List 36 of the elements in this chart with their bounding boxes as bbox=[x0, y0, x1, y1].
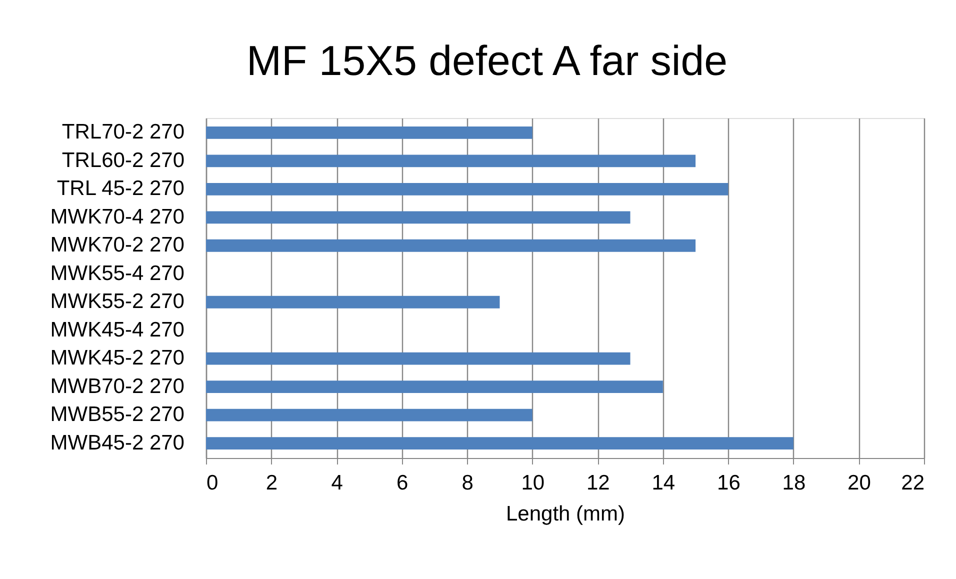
x-tick-label: 20 bbox=[848, 472, 871, 494]
bar bbox=[206, 437, 794, 450]
x-tick-label: 18 bbox=[782, 472, 806, 494]
y-tick-label: TRL 45-2 270 bbox=[56, 177, 184, 200]
x-tick-label: 16 bbox=[717, 472, 740, 494]
bar bbox=[206, 352, 630, 365]
y-tick-label: MWK55-4 270 bbox=[50, 262, 184, 285]
bar bbox=[206, 380, 663, 394]
x-tick-label: 14 bbox=[652, 472, 676, 494]
y-tick-label: MWB70-2 270 bbox=[50, 374, 184, 398]
bar bbox=[206, 239, 696, 252]
y-tick-label: MWB55-2 270 bbox=[50, 403, 184, 426]
bar bbox=[206, 408, 532, 422]
x-tick-label: 22 bbox=[901, 472, 924, 494]
y-tick-label: MWK45-2 270 bbox=[50, 346, 184, 370]
x-tick-label: 8 bbox=[462, 472, 474, 494]
x-tick-label: 12 bbox=[586, 472, 610, 494]
bar bbox=[206, 126, 532, 139]
x-tick-label: 10 bbox=[521, 472, 545, 494]
y-tick-label: MWK70-4 270 bbox=[50, 205, 184, 228]
y-tick-label: TRL60-2 270 bbox=[62, 148, 184, 172]
y-tick-label: TRL70-2 270 bbox=[62, 120, 184, 144]
y-tick-label: MWK55-2 270 bbox=[50, 290, 184, 314]
y-tick-label: MWK45-4 270 bbox=[50, 318, 184, 342]
bar bbox=[206, 296, 500, 308]
y-tick-label: MWK70-2 270 bbox=[50, 234, 184, 257]
bar bbox=[206, 154, 696, 168]
y-tick-label: MWB45-2 270 bbox=[50, 431, 184, 454]
bar bbox=[206, 182, 728, 196]
x-tick-label: 2 bbox=[266, 472, 278, 494]
x-tick-label: 6 bbox=[396, 472, 408, 494]
x-tick-label: 0 bbox=[206, 472, 218, 494]
x-tick-label: 4 bbox=[331, 472, 344, 494]
bar bbox=[206, 211, 630, 224]
x-axis-title: Length (mm) bbox=[506, 502, 626, 526]
chart-title: MF 15X5 defect A far side bbox=[246, 37, 728, 84]
